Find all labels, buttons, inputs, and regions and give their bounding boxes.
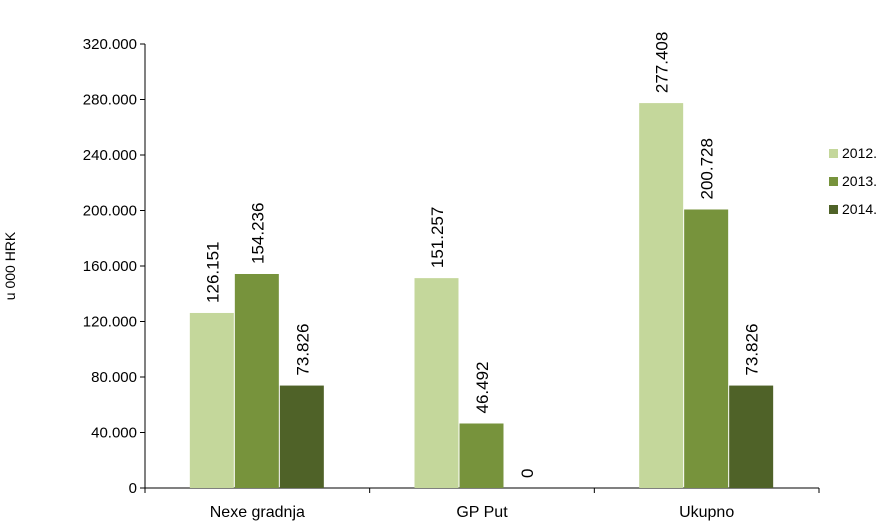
data-label: 277.408 — [653, 32, 672, 93]
legend-label: 2014. — [842, 201, 877, 217]
category-label: Nexe gradnja — [210, 504, 305, 521]
bar-2-2 — [459, 423, 504, 488]
legend-label: 2013. — [842, 173, 877, 189]
legend-swatch — [829, 177, 838, 186]
plot-area: 0 40.000 80.000 120.000 160.000 200.000 240.00… — [83, 32, 820, 521]
category-label: Ukupno — [679, 504, 734, 521]
data-label: 154.236 — [248, 203, 267, 264]
legend: 2012. 2013. 2014. — [829, 145, 877, 217]
bar-1-2 — [414, 278, 459, 488]
data-label: 151.257 — [428, 207, 447, 268]
data-label: 46.492 — [473, 361, 492, 413]
legend-swatch — [829, 149, 838, 158]
y-tick-label: 200.000 — [83, 203, 137, 220]
y-tick-label: 40.000 — [91, 425, 137, 442]
bar-3-1 — [279, 385, 324, 488]
data-label: 73.826 — [743, 324, 762, 376]
bar-1-1 — [189, 312, 234, 488]
bar-1-3 — [639, 103, 684, 488]
y-tick-label: 120.000 — [83, 314, 137, 331]
bar-3-3 — [729, 385, 774, 488]
y-tick-label: 320.000 — [83, 36, 137, 53]
legend-swatch — [829, 205, 838, 214]
bar-2-1 — [234, 273, 279, 488]
data-label: 0 — [518, 469, 537, 478]
data-label: 73.826 — [293, 324, 312, 376]
data-label: 200.728 — [698, 138, 717, 199]
y-tick-label: 0 — [129, 480, 137, 497]
y-tick-label: 80.000 — [91, 369, 137, 386]
category-label: GP Put — [456, 504, 508, 521]
bar-2-3 — [684, 209, 729, 488]
y-tick-label: 160.000 — [83, 258, 137, 275]
legend-label: 2012. — [842, 145, 877, 161]
y-axis-title: u 000 HRK — [2, 231, 18, 300]
y-tick-label: 280.000 — [83, 92, 137, 109]
y-tick-label: 240.000 — [83, 147, 137, 164]
data-label: 126.151 — [203, 242, 222, 303]
